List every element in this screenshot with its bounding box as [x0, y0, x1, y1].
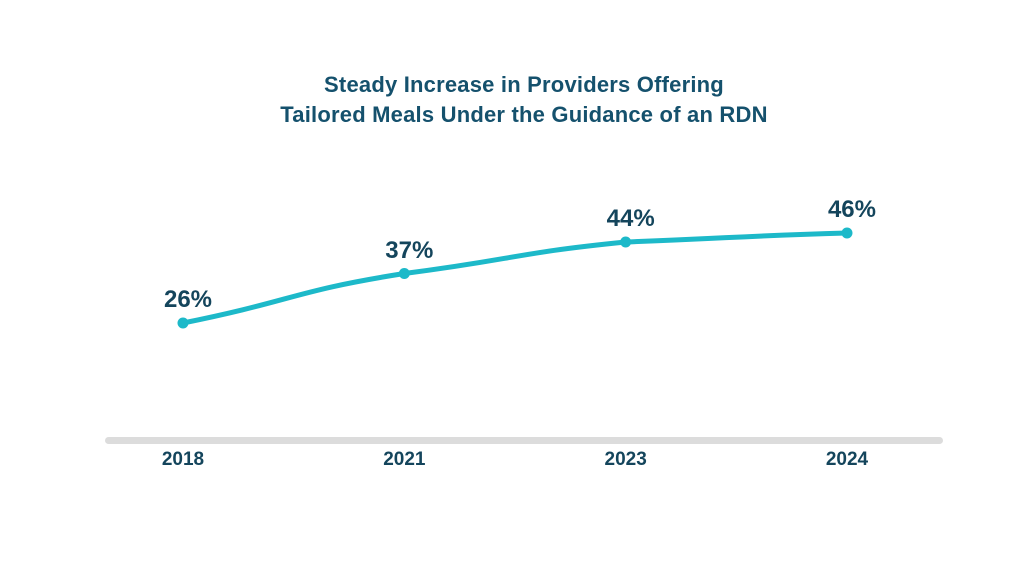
data-point-marker	[177, 317, 189, 329]
data-point-marker	[841, 227, 853, 239]
data-point-marker	[620, 236, 632, 248]
data-point-marker	[398, 268, 410, 279]
data-point-label: 46%	[827, 196, 877, 223]
data-point-label: 26%	[163, 286, 213, 313]
chart-title-line-2: Tailored Meals Under the Guidance of an …	[280, 102, 768, 127]
chart-title-line-1: Steady Increase in Providers Offering	[324, 72, 724, 97]
x-axis-line	[105, 437, 943, 444]
chart-title: Steady Increase in Providers Offering Ta…	[24, 70, 1024, 130]
x-axis-tick-label: 2018	[161, 449, 205, 470]
x-axis-tick-label: 2023	[604, 449, 647, 470]
x-axis-tick-label: 2024	[825, 449, 869, 470]
data-point-label: 44%	[606, 205, 655, 232]
x-axis-tick-label: 2021	[383, 449, 426, 470]
trend-line	[180, 230, 850, 326]
data-point-label: 37%	[385, 236, 434, 264]
